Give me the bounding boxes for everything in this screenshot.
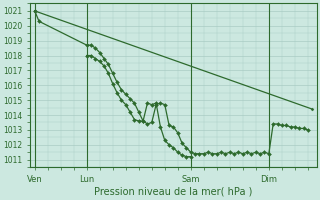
- X-axis label: Pression niveau de la mer( hPa ): Pression niveau de la mer( hPa ): [94, 187, 252, 197]
